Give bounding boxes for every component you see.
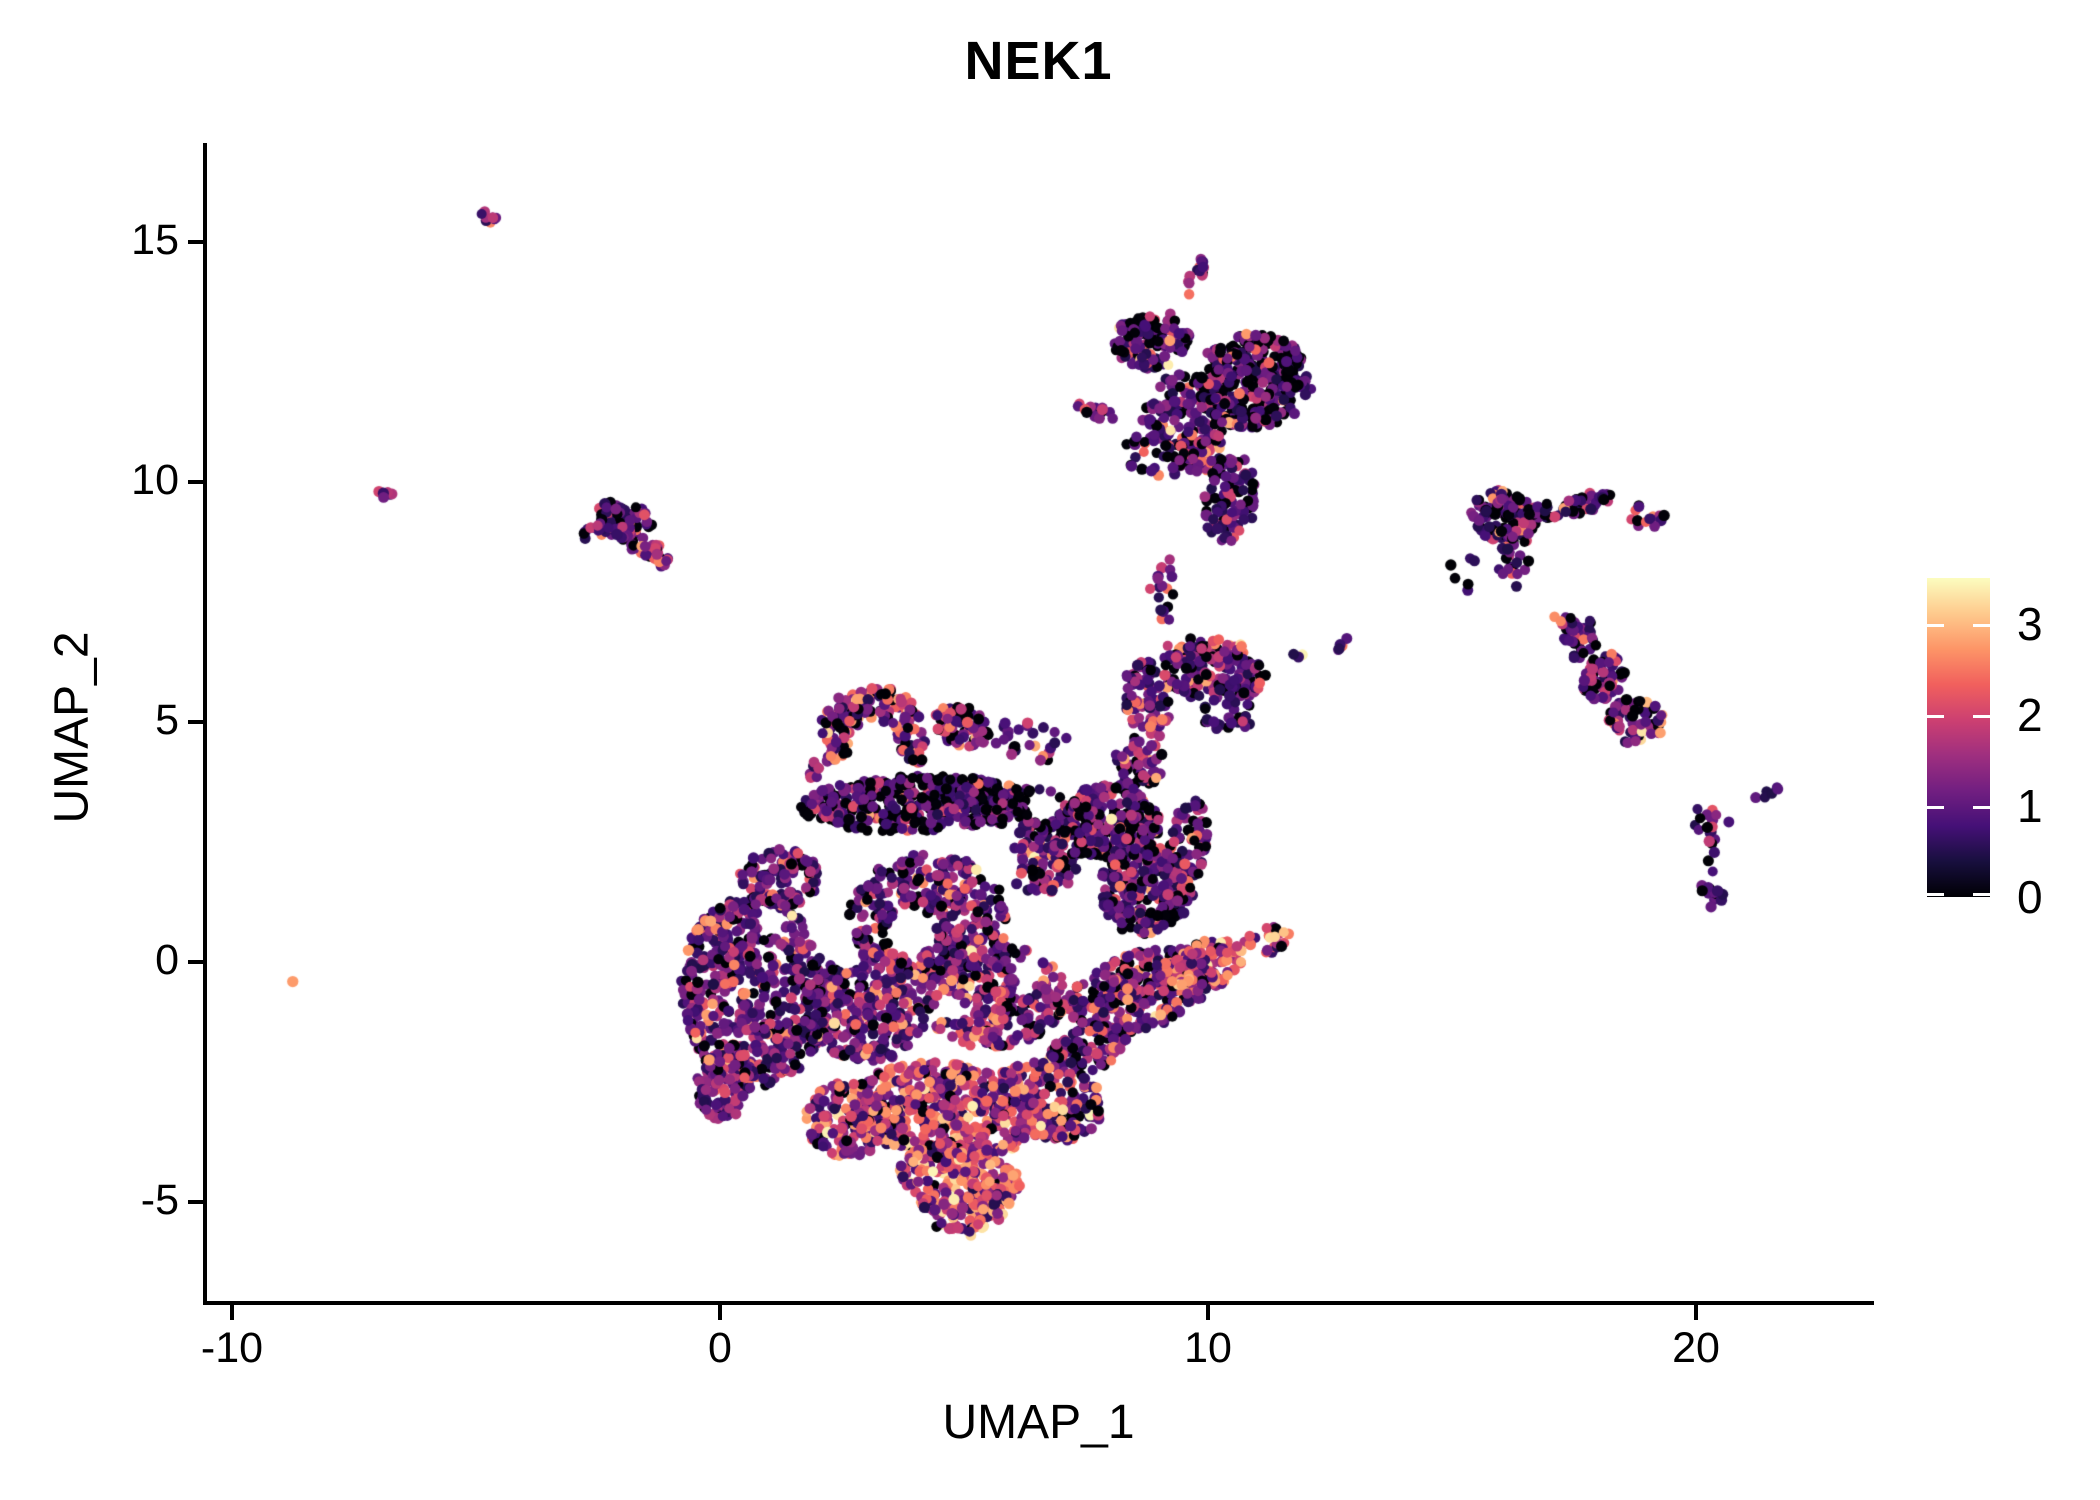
colorbar-tick-label: 2 [2017,688,2043,741]
x-tick-label: 10 [1184,1324,1232,1372]
x-tick-label: -10 [200,1324,264,1372]
x-tick-mark [718,1305,722,1320]
colorbar-tick-label: 0 [2017,871,2043,923]
y-tick-mark [188,720,203,724]
colorbar-tick-mark [1927,714,1944,718]
x-tick-mark [230,1305,234,1320]
y-axis-line [203,143,207,1305]
colorbar-tick-label: 3 [2017,597,2043,650]
x-tick-mark [1694,1305,1698,1320]
colorbar-tick-mark [1927,623,1944,627]
y-tick-mark [188,480,203,484]
y-tick-label: -5 [140,1176,179,1224]
x-tick-label: 20 [1672,1324,1720,1372]
colorbar-tick-mark [1973,805,1990,809]
y-tick-label: 5 [155,696,179,744]
colorbar-tick-mark [1973,714,1990,718]
colorbar-tick-mark [1927,893,1944,896]
colorbar-tick-mark [1927,805,1944,809]
y-tick-label: 15 [131,216,179,264]
colorbar-tick-label: 1 [2017,779,2043,832]
colorbar-tick-mark [1973,623,1990,627]
x-axis-title: UMAP_1 [942,1396,1135,1449]
y-tick-label: 0 [155,936,179,984]
y-tick-mark [188,1200,203,1204]
y-tick-mark [188,240,203,244]
colorbar-tick-mark [1973,893,1990,896]
expression-colorbar [1927,578,1990,897]
x-tick-label: 0 [708,1324,732,1372]
y-tick-label: 10 [131,456,179,504]
x-axis-line [203,1301,1874,1305]
y-tick-mark [188,960,203,964]
y-axis-title: UMAP_2 [45,631,99,824]
x-tick-mark [1206,1305,1210,1320]
